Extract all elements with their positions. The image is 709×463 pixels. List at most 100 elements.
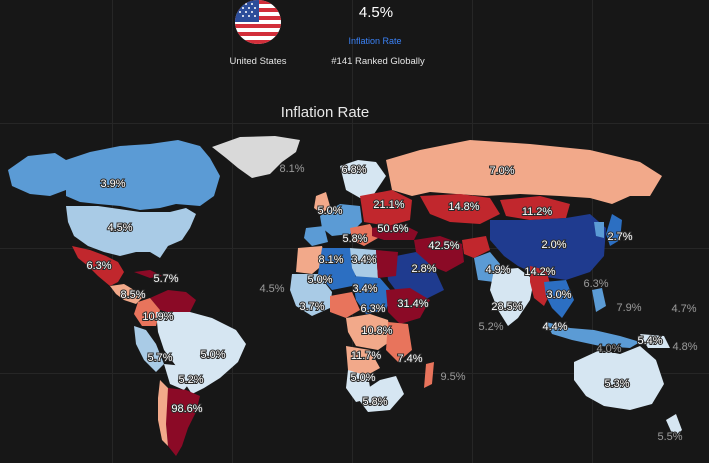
- country-saudi[interactable]: [386, 252, 444, 300]
- label-china: 2.0%: [541, 239, 566, 251]
- label-poland: 21.1%: [373, 199, 404, 211]
- country-drc[interactable]: [346, 314, 392, 350]
- country-turkey[interactable]: [372, 224, 418, 240]
- label-central-america: 8.5%: [120, 289, 145, 301]
- label-malaysia: 4.4%: [542, 321, 567, 333]
- country-libya[interactable]: [350, 248, 378, 284]
- country-indonesia[interactable]: [546, 322, 640, 348]
- country-ethiopia[interactable]: [386, 288, 430, 324]
- country-india[interactable]: [490, 268, 534, 326]
- country-alaska[interactable]: [8, 153, 66, 196]
- country-chile[interactable]: [158, 380, 168, 446]
- country-thailand[interactable]: [544, 280, 574, 318]
- label-greenland: 8.1%: [279, 163, 304, 175]
- label-myanmar: 14.2%: [524, 266, 555, 278]
- label-namibia: 5.0%: [350, 372, 375, 384]
- country-china[interactable]: [490, 214, 606, 280]
- country-central-america[interactable]: [110, 284, 142, 304]
- country-south-africa[interactable]: [356, 376, 404, 412]
- label-kazakhstan: 14.8%: [448, 201, 479, 213]
- label-pacific-east: 4.7%: [671, 303, 696, 315]
- country-japan[interactable]: [606, 214, 622, 246]
- label-tanzania: 7.4%: [397, 353, 422, 365]
- country-png[interactable]: [640, 334, 670, 348]
- label-india: 28.5%: [491, 301, 522, 313]
- label-thailand: 3.0%: [546, 289, 571, 301]
- label-algeria: 3.4%: [351, 254, 376, 266]
- country-madagascar[interactable]: [424, 362, 434, 388]
- country-uk[interactable]: [314, 192, 330, 214]
- label-colombia: 10.9%: [142, 311, 173, 323]
- country-russia[interactable]: [386, 140, 662, 204]
- label-philippines: 6.3%: [583, 278, 608, 290]
- label-south-africa: 5.8%: [362, 396, 387, 408]
- country-venezuela[interactable]: [150, 290, 196, 314]
- label-japan: 2.7%: [607, 231, 632, 243]
- label-mongolia: 11.2%: [522, 206, 553, 218]
- us-flag-icon: [235, 0, 281, 44]
- label-ghana: 3.7%: [299, 301, 324, 313]
- label-canada: 3.9%: [100, 178, 125, 190]
- country-sudan[interactable]: [352, 276, 392, 314]
- label-indonesia: 4.0%: [596, 343, 621, 355]
- label-madagascar: 9.5%: [440, 371, 465, 383]
- label-morocco: 8.1%: [318, 254, 343, 266]
- country-kazakhstan[interactable]: [420, 194, 500, 224]
- country-east-europe[interactable]: [360, 190, 412, 226]
- country-canada[interactable]: [66, 140, 220, 210]
- country-bolivia[interactable]: [164, 364, 192, 390]
- label-brazil: 5.0%: [200, 349, 225, 361]
- country-nigeria[interactable]: [330, 292, 360, 318]
- label-saudi: 2.8%: [411, 263, 436, 275]
- label-russia: 7.0%: [489, 165, 514, 177]
- country-scandinavia[interactable]: [340, 160, 386, 198]
- label-nz: 5.5%: [657, 431, 682, 443]
- value-labels: 3.9% 4.5% 6.3% 5.7% 8.5% 4.5% 10.9% 5.7%…: [85, 162, 698, 444]
- country-korea[interactable]: [594, 222, 604, 238]
- country-new-zealand[interactable]: [666, 414, 682, 438]
- country-cuba[interactable]: [134, 270, 162, 278]
- country-australia[interactable]: [574, 346, 664, 410]
- label-solomon: 4.8%: [672, 341, 697, 353]
- country-brazil[interactable]: [156, 312, 246, 394]
- label-balkans: 5.8%: [342, 233, 367, 245]
- label-mexico: 6.3%: [86, 260, 111, 272]
- country-morocco[interactable]: [296, 246, 326, 274]
- label-atlantic: 4.5%: [259, 283, 284, 295]
- country-philippines[interactable]: [592, 288, 606, 312]
- label-turkey: 50.6%: [377, 223, 408, 235]
- label-sri-lanka: 5.2%: [478, 321, 503, 333]
- country-egypt[interactable]: [376, 250, 398, 278]
- global-rank: #141 Ranked Globally: [331, 56, 425, 67]
- country-name: United States: [229, 56, 287, 67]
- country-greenland[interactable]: [212, 136, 300, 178]
- country-west-africa[interactable]: [290, 274, 332, 316]
- country-mongolia[interactable]: [500, 196, 570, 220]
- country-peru[interactable]: [134, 326, 164, 372]
- country-argentina[interactable]: [166, 388, 200, 456]
- label-usa: 4.5%: [107, 222, 132, 234]
- country-usa[interactable]: [66, 206, 196, 258]
- country-balkans[interactable]: [350, 224, 378, 246]
- label-pakistan: 4.9%: [485, 264, 510, 276]
- label-bolivia: 5.2%: [178, 374, 203, 386]
- label-argentina: 98.6%: [171, 403, 202, 415]
- label-angola: 11.7%: [351, 350, 382, 362]
- country-colombia[interactable]: [134, 298, 160, 326]
- country-tanzania[interactable]: [386, 322, 412, 362]
- label-png: 5.4%: [637, 335, 662, 347]
- country-algeria[interactable]: [318, 248, 358, 290]
- country-iberia[interactable]: [304, 226, 328, 246]
- country-angola[interactable]: [346, 346, 380, 378]
- country-mexico[interactable]: [72, 246, 124, 286]
- inflation-value: 4.5%: [358, 4, 394, 21]
- label-pacific-small: 7.9%: [616, 302, 641, 314]
- label-nigeria: 6.3%: [360, 303, 385, 315]
- label-sudan: 3.4%: [352, 283, 377, 295]
- country-afghanistan[interactable]: [462, 236, 490, 258]
- label-scandinavia: 6.8%: [341, 164, 366, 176]
- label-ethiopia: 31.4%: [397, 298, 428, 310]
- label-caribbean: 5.7%: [153, 273, 178, 285]
- metric-label[interactable]: Inflation Rate: [348, 36, 402, 46]
